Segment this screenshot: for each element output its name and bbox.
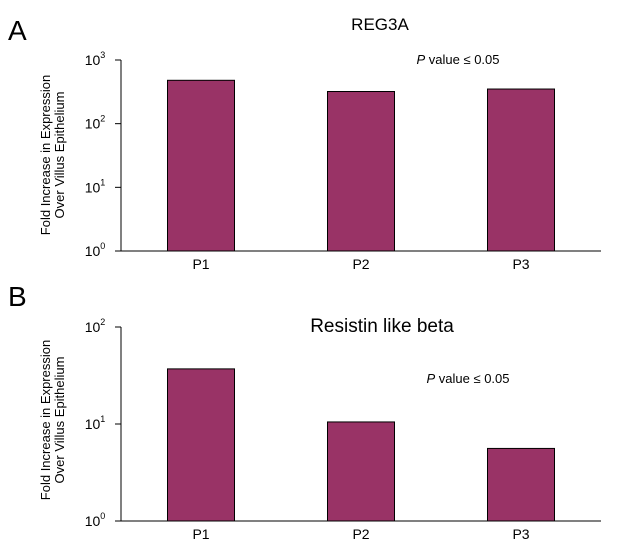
panel-a-ytick-label: 102 [85, 114, 106, 132]
panel-a-ytick-label: 103 [85, 50, 106, 68]
panel-b-bar-p2 [327, 421, 395, 522]
panel-b-pvalue-annotation: P value ≤ 0.05 [426, 371, 509, 386]
panel-b-plot: 100 101 102 P1 P2 P3 [85, 317, 601, 542]
panel-a-bar-p3 [487, 88, 555, 252]
panel-a-pvalue-rest: value ≤ 0.05 [425, 52, 499, 67]
panel-a-ylabel-line1: Fold Increase in Expression [38, 75, 53, 235]
panel-b-title: Resistin like beta [310, 316, 454, 337]
panel-b-ytick-label: 100 [85, 511, 106, 529]
panel-a-bar-p1 [167, 79, 235, 252]
panel-a-ytick-label: 100 [85, 241, 106, 259]
panel-b-ytick-label: 102 [85, 317, 106, 335]
panel-a-xtick-label: P1 [192, 256, 209, 272]
panel-a-pvalue-italic: P [416, 52, 425, 67]
panel-a-ylabel-line2: Over Villus Epithelium [52, 92, 67, 219]
panel-b-xtick-label: P1 [192, 526, 209, 542]
panel-b-bar-p3 [487, 447, 555, 522]
panel-a-xtick-label: P2 [352, 256, 369, 272]
panel-b-xtick-label: P2 [352, 526, 369, 542]
panel-b-xtick-label: P3 [512, 526, 529, 542]
panel-a-ytick-label: 101 [85, 177, 106, 195]
panel-b-ylabel-line1: Fold Increase in Expression [38, 340, 53, 500]
panel-b-pvalue-rest: value ≤ 0.05 [435, 371, 509, 386]
panel-a-ylabel: Fold Increase in Expression Over Villus … [38, 75, 67, 235]
panel-b-ylabel-line2: Over Villus Epithelium [52, 357, 67, 484]
panel-b-bar-p1 [167, 368, 235, 522]
panel-b-ylabel: Fold Increase in Expression Over Villus … [38, 340, 67, 500]
panel-a-bar-p2 [327, 91, 395, 252]
panel-a-title: REG3A [351, 15, 409, 34]
panel-a-letter: A [8, 15, 27, 46]
panel-b: B Resistin like beta P value ≤ 0.05 Fold… [8, 281, 601, 542]
panel-a-plot: 100 101 102 103 P1 P2 P3 [85, 50, 601, 272]
panel-b-ytick-label: 101 [85, 414, 106, 432]
panel-b-letter: B [8, 281, 27, 312]
panel-a: A REG3A P value ≤ 0.05 Fold Increase in … [8, 15, 601, 272]
panel-a-xtick-label: P3 [512, 256, 529, 272]
panel-a-pvalue-annotation: P value ≤ 0.05 [416, 52, 499, 67]
panel-b-pvalue-italic: P [426, 371, 435, 386]
